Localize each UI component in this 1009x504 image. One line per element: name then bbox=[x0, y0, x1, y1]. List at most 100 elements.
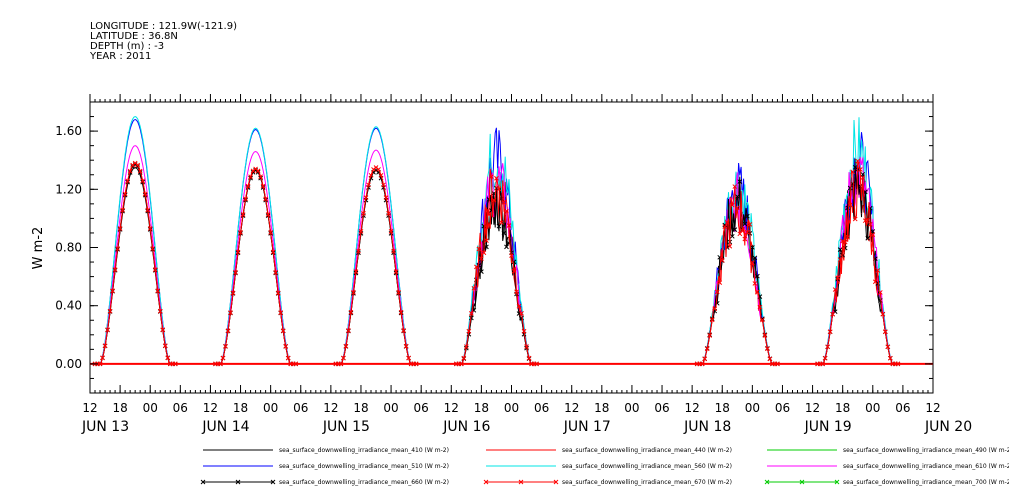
y-tick-label: 0.40 bbox=[55, 299, 82, 313]
series-marker bbox=[744, 213, 750, 219]
series-marker bbox=[152, 267, 158, 272]
depth-label: DEPTH (m) : -3 bbox=[90, 41, 165, 52]
x-tick-label: 12 bbox=[82, 401, 97, 415]
series-marker bbox=[235, 249, 241, 255]
series-marker bbox=[481, 250, 487, 256]
series-marker bbox=[150, 246, 156, 251]
series-marker bbox=[504, 244, 509, 250]
series-marker bbox=[719, 258, 725, 263]
x-tick-label: 12 bbox=[323, 401, 338, 415]
legend-marker bbox=[235, 479, 241, 485]
series-marker bbox=[852, 216, 858, 222]
series-marker bbox=[110, 288, 115, 294]
series-marker bbox=[258, 174, 263, 180]
series-marker bbox=[501, 230, 507, 236]
legend-marker bbox=[553, 479, 559, 485]
series-marker bbox=[140, 178, 146, 184]
x-tick-label: 06 bbox=[173, 401, 188, 415]
series-marker bbox=[499, 220, 504, 225]
x-tick-label: 00 bbox=[745, 401, 760, 415]
series-marker bbox=[361, 211, 366, 216]
x-tick-label: 00 bbox=[383, 401, 398, 415]
series-marker bbox=[875, 268, 881, 273]
series-marker bbox=[519, 315, 524, 321]
series-marker bbox=[835, 275, 841, 281]
x-tick-label: 06 bbox=[775, 401, 790, 415]
legend-label: sea_surface_downwelling_irradiance_mean_… bbox=[562, 463, 732, 470]
series-marker bbox=[857, 183, 863, 189]
series-marker bbox=[521, 328, 527, 334]
series-marker bbox=[494, 175, 499, 181]
series-marker bbox=[757, 304, 763, 310]
series-marker bbox=[734, 205, 740, 211]
series-marker bbox=[877, 298, 883, 303]
series-marker bbox=[351, 289, 356, 295]
series-marker bbox=[469, 315, 474, 321]
series-marker bbox=[496, 223, 502, 229]
series-marker bbox=[712, 306, 718, 312]
series-marker bbox=[765, 346, 770, 352]
series-marker bbox=[122, 191, 128, 197]
axis-ticks: 0.00 0.40 0.80 1.20 1.60 12 18 00 06 12 18 00 06 12 18… bbox=[55, 94, 972, 435]
series-marker bbox=[368, 172, 374, 178]
series-marker bbox=[137, 168, 143, 174]
legend-label: sea_surface_downwelling_irradiance_mean_… bbox=[562, 447, 732, 454]
series-marker bbox=[248, 174, 253, 180]
series-marker bbox=[147, 226, 153, 231]
x-tick-label: 18 bbox=[594, 401, 609, 415]
series-marker bbox=[285, 355, 291, 361]
series-marker bbox=[102, 343, 108, 349]
series-marker bbox=[872, 279, 878, 285]
series-marker bbox=[388, 229, 394, 234]
series-marker bbox=[486, 212, 492, 218]
series-marker bbox=[727, 243, 733, 249]
x-date-label: JUN 16 bbox=[442, 419, 490, 435]
series-marker bbox=[165, 355, 171, 361]
legend-marker bbox=[270, 479, 276, 485]
series-marker bbox=[496, 186, 502, 192]
legend-label: sea_surface_downwelling_irradiance_mean_… bbox=[279, 463, 449, 470]
series-marker bbox=[406, 355, 411, 361]
series-marker bbox=[127, 168, 133, 174]
y-tick-label: 0.80 bbox=[55, 241, 82, 255]
x-tick-label: 06 bbox=[534, 401, 549, 415]
series-marker bbox=[461, 355, 467, 361]
y-tick-label: 1.20 bbox=[55, 182, 82, 196]
series-marker bbox=[524, 344, 529, 349]
series-marker bbox=[162, 343, 168, 349]
x-tick-label: 18 bbox=[715, 401, 730, 415]
series-marker bbox=[514, 289, 519, 295]
series-marker bbox=[830, 311, 835, 317]
series-marker bbox=[265, 212, 271, 217]
series-marker bbox=[750, 245, 755, 250]
series-marker bbox=[825, 344, 830, 350]
series-marker bbox=[396, 289, 401, 295]
series-marker bbox=[358, 229, 364, 234]
series-marker bbox=[860, 171, 866, 177]
y-axis-label: W m-2 bbox=[31, 227, 46, 270]
series-marker bbox=[516, 303, 522, 309]
series-marker bbox=[704, 346, 710, 352]
series-marker bbox=[714, 289, 720, 295]
series-marker bbox=[401, 328, 406, 333]
series-marker bbox=[243, 196, 248, 202]
x-tick-label: 06 bbox=[293, 401, 308, 415]
series-marker bbox=[732, 184, 738, 189]
series-marker bbox=[466, 328, 472, 334]
x-tick-label: 18 bbox=[233, 401, 248, 415]
series-marker bbox=[260, 183, 266, 189]
series-marker bbox=[832, 287, 838, 292]
y-tick-label: 1.60 bbox=[55, 124, 82, 138]
series-marker bbox=[363, 195, 369, 201]
x-tick-label: 12 bbox=[685, 401, 700, 415]
series-marker bbox=[391, 248, 396, 254]
series-marker bbox=[739, 228, 745, 234]
series-marker bbox=[752, 255, 758, 261]
series-marker bbox=[145, 207, 151, 213]
series-marker bbox=[403, 343, 409, 349]
series-marker bbox=[747, 222, 753, 227]
x-date-label: JUN 19 bbox=[804, 419, 852, 435]
series-marker bbox=[865, 235, 871, 241]
x-tick-label: 18 bbox=[474, 401, 489, 415]
series-marker bbox=[860, 175, 866, 181]
